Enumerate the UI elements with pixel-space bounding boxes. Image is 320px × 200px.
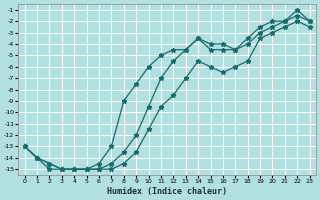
X-axis label: Humidex (Indice chaleur): Humidex (Indice chaleur)	[107, 187, 227, 196]
